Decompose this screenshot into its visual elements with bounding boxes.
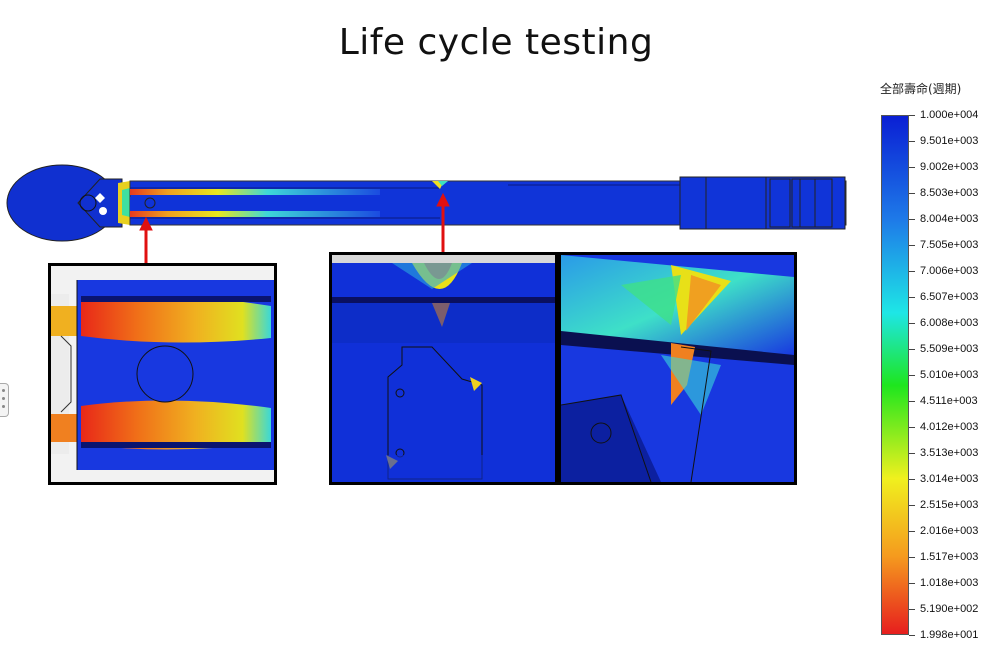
legend-label: 7.006e+003 [920,265,979,277]
legend-label: 1.517e+003 [920,551,979,563]
legend-label: 5.509e+003 [920,343,979,355]
legend-label: 6.008e+003 [920,317,979,329]
legend-tick [909,141,915,142]
legend-tick [909,349,915,350]
legend-tick [909,531,915,532]
legend-tick [909,557,915,558]
legend-tick [909,297,915,298]
legend-tick [909,479,915,480]
legend-label: 9.501e+003 [920,135,979,147]
legend-tick [909,245,915,246]
legend-tick [909,219,915,220]
legend-tick [909,609,915,610]
legend-tick [909,375,915,376]
legend-tick [909,453,915,454]
legend-label: 2.515e+003 [920,499,979,511]
page-title: Life cycle testing [338,22,654,63]
inset-right-detail [558,252,797,485]
legend-label: 8.004e+003 [920,213,979,225]
legend-tick [909,505,915,506]
legend-tick [909,635,915,636]
legend-label: 1.018e+003 [920,577,979,589]
arrow-left [139,216,153,268]
legend-label: 8.503e+003 [920,187,979,199]
legend-label: 6.507e+003 [920,291,979,303]
arrow-center [436,192,450,256]
legend-tick [909,583,915,584]
legend-colorbar [881,115,909,635]
legend-tick [909,167,915,168]
legend-label: 4.012e+003 [920,421,979,433]
legend-label: 2.016e+003 [920,525,979,537]
legend-title: 全部壽命(週期) [880,82,962,96]
legend-label: 3.014e+003 [920,473,979,485]
side-panel-handle[interactable] [0,383,9,417]
legend-label: 3.513e+003 [920,447,979,459]
legend-tick [909,401,915,402]
legend-tick [909,271,915,272]
inset-left-detail [48,263,277,485]
legend-label: 5.190e+002 [920,603,979,615]
legend-tick [909,427,915,428]
legend-label: 7.505e+003 [920,239,979,251]
legend-label: 5.010e+003 [920,369,979,381]
legend-tick [909,323,915,324]
legend-label: 4.511e+003 [920,395,978,407]
wrench-model [6,164,847,242]
inset-center-detail [329,252,558,485]
legend-label: 1.000e+004 [920,109,979,121]
annotation-arrows [139,192,450,268]
legend-label: 1.998e+001 [920,629,979,641]
legend-tick [909,115,915,116]
legend-tick [909,193,915,194]
legend-label: 9.002e+003 [920,161,979,173]
